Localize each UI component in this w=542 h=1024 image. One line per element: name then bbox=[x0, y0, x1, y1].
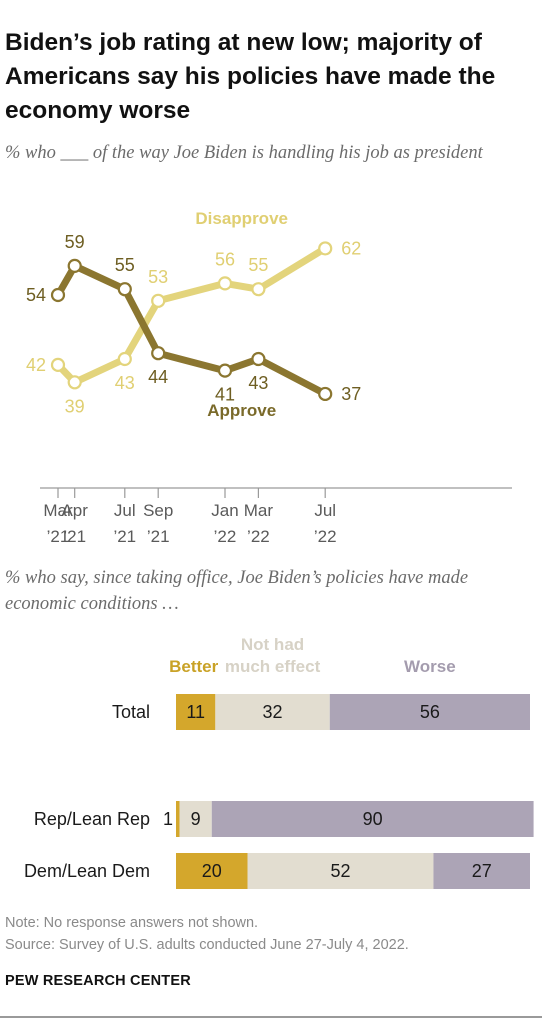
disapprove-point bbox=[217, 276, 233, 291]
approve-point bbox=[50, 287, 66, 303]
source: Source: Survey of U.S. adults conducted … bbox=[5, 937, 409, 953]
approve-point bbox=[318, 386, 333, 402]
bar-value-label: 32 bbox=[263, 702, 283, 722]
approve-point bbox=[217, 363, 233, 378]
approve-value-label: 37 bbox=[341, 384, 361, 404]
approve-value-label: 43 bbox=[248, 373, 268, 393]
disapprove-point bbox=[151, 293, 166, 308]
x-tick-label: Jul bbox=[114, 501, 136, 520]
approve-value-label: 44 bbox=[148, 367, 168, 387]
disapprove-point bbox=[117, 351, 132, 367]
disapprove-value-label: 39 bbox=[65, 396, 85, 416]
approve-point bbox=[151, 346, 166, 361]
x-tick-label: Sep bbox=[143, 501, 173, 520]
disapprove-point bbox=[251, 282, 266, 297]
footer-brand: PEW RESEARCH CENTER bbox=[5, 973, 191, 989]
x-tick-label: ’22 bbox=[214, 527, 237, 546]
disapprove-point bbox=[67, 375, 82, 390]
approve-point bbox=[67, 258, 82, 273]
bar-value-label: 11 bbox=[186, 702, 205, 722]
disapprove-value-label: 53 bbox=[148, 267, 168, 287]
legend-no-effect: much effect bbox=[225, 657, 321, 676]
x-tick-label: Mar bbox=[244, 501, 274, 520]
bar-value-label: 9 bbox=[191, 809, 201, 829]
bar-value-label: 90 bbox=[363, 809, 383, 829]
bar-value-label: 52 bbox=[330, 861, 350, 881]
category-label: Rep/Lean Rep bbox=[34, 809, 150, 829]
no-effect-segment bbox=[247, 853, 434, 889]
worse-segment bbox=[211, 801, 534, 837]
disapprove-value-label: 62 bbox=[341, 238, 361, 258]
note: Note: No response answers not shown. bbox=[5, 915, 259, 931]
category-label: Dem/Lean Dem bbox=[24, 861, 150, 881]
legend-worse: Worse bbox=[404, 657, 456, 676]
disapprove-point bbox=[318, 241, 333, 256]
bar-value-label: 56 bbox=[420, 702, 440, 722]
better-segment bbox=[176, 853, 248, 889]
x-tick-label: ’22 bbox=[247, 527, 270, 546]
disapprove-value-label: 43 bbox=[115, 373, 135, 393]
legend-better: Better bbox=[169, 657, 219, 676]
worse-segment bbox=[433, 853, 530, 889]
approve-value-label: 55 bbox=[115, 255, 135, 275]
approve-value-label: 41 bbox=[215, 385, 235, 405]
legend-no-effect: Not had bbox=[241, 635, 304, 654]
x-tick-label: ’21 bbox=[63, 527, 86, 546]
x-tick-label: Mar bbox=[43, 501, 73, 520]
category-label: Total bbox=[112, 702, 150, 722]
x-tick-label: ’21 bbox=[147, 527, 170, 546]
line-chart: Mar ’21 Apr ’21 Jul ’21 Sep ’21 Jan ’22 Mar ’22 Jul ’… bbox=[26, 209, 512, 546]
chart-title: Biden’s job rating at new low; majority … bbox=[5, 29, 496, 124]
disapprove-value-label: 55 bbox=[248, 255, 268, 275]
x-tick-label: Jan bbox=[211, 501, 238, 520]
better-segment bbox=[176, 694, 216, 730]
disapprove-value-label: 56 bbox=[215, 249, 235, 269]
disapprove-value-label: 42 bbox=[26, 355, 46, 375]
no-effect-segment bbox=[215, 694, 330, 730]
approve-value-label: 54 bbox=[26, 285, 46, 305]
bar-value-label: 27 bbox=[472, 861, 492, 881]
disapprove-series-label: Disapprove bbox=[195, 209, 288, 228]
bottom-rule bbox=[0, 1016, 542, 1018]
bar-value-label: 1 bbox=[163, 809, 173, 829]
x-tick-label: Jul bbox=[314, 501, 336, 520]
x-tick-label: ’21 bbox=[47, 527, 70, 546]
approve-point bbox=[251, 351, 266, 367]
line-chart-subtitle: % who ___ of the way Joe Biden is handli… bbox=[5, 143, 483, 163]
better-segment bbox=[176, 801, 180, 837]
approve-point bbox=[117, 282, 132, 297]
x-tick-label: Apr bbox=[61, 501, 88, 520]
approve-value-label: 59 bbox=[65, 232, 85, 252]
bar-value-label: 20 bbox=[202, 861, 222, 881]
approve-series-label: Approve bbox=[207, 401, 276, 420]
no-effect-segment bbox=[179, 801, 212, 837]
bar-chart-subtitle: % who say, since taking office, Joe Bide… bbox=[5, 568, 469, 614]
worse-segment bbox=[329, 694, 530, 730]
x-tick-label: ’22 bbox=[314, 527, 337, 546]
disapprove-point bbox=[50, 357, 66, 372]
x-tick-label: ’21 bbox=[113, 527, 136, 546]
bar-chart: Better Not had much effect Worse Total 11 32 56… bbox=[24, 635, 534, 889]
